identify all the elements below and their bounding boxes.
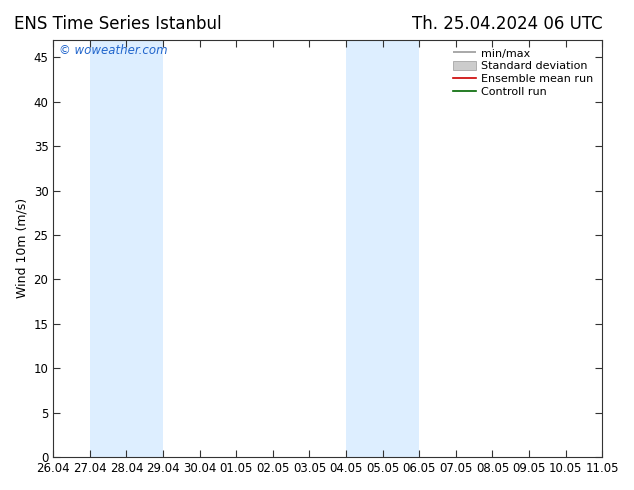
Y-axis label: Wind 10m (m/s): Wind 10m (m/s)	[15, 198, 28, 298]
Text: ENS Time Series Istanbul: ENS Time Series Istanbul	[15, 15, 222, 33]
Text: © woweather.com: © woweather.com	[59, 44, 167, 57]
Bar	[90, 40, 163, 457]
Legend: min/max, Standard deviation, Ensemble mean run, Controll run: min/max, Standard deviation, Ensemble me…	[450, 45, 597, 100]
Text: Th. 25.04.2024 06 UTC: Th. 25.04.2024 06 UTC	[412, 15, 603, 33]
Bar	[346, 40, 419, 457]
